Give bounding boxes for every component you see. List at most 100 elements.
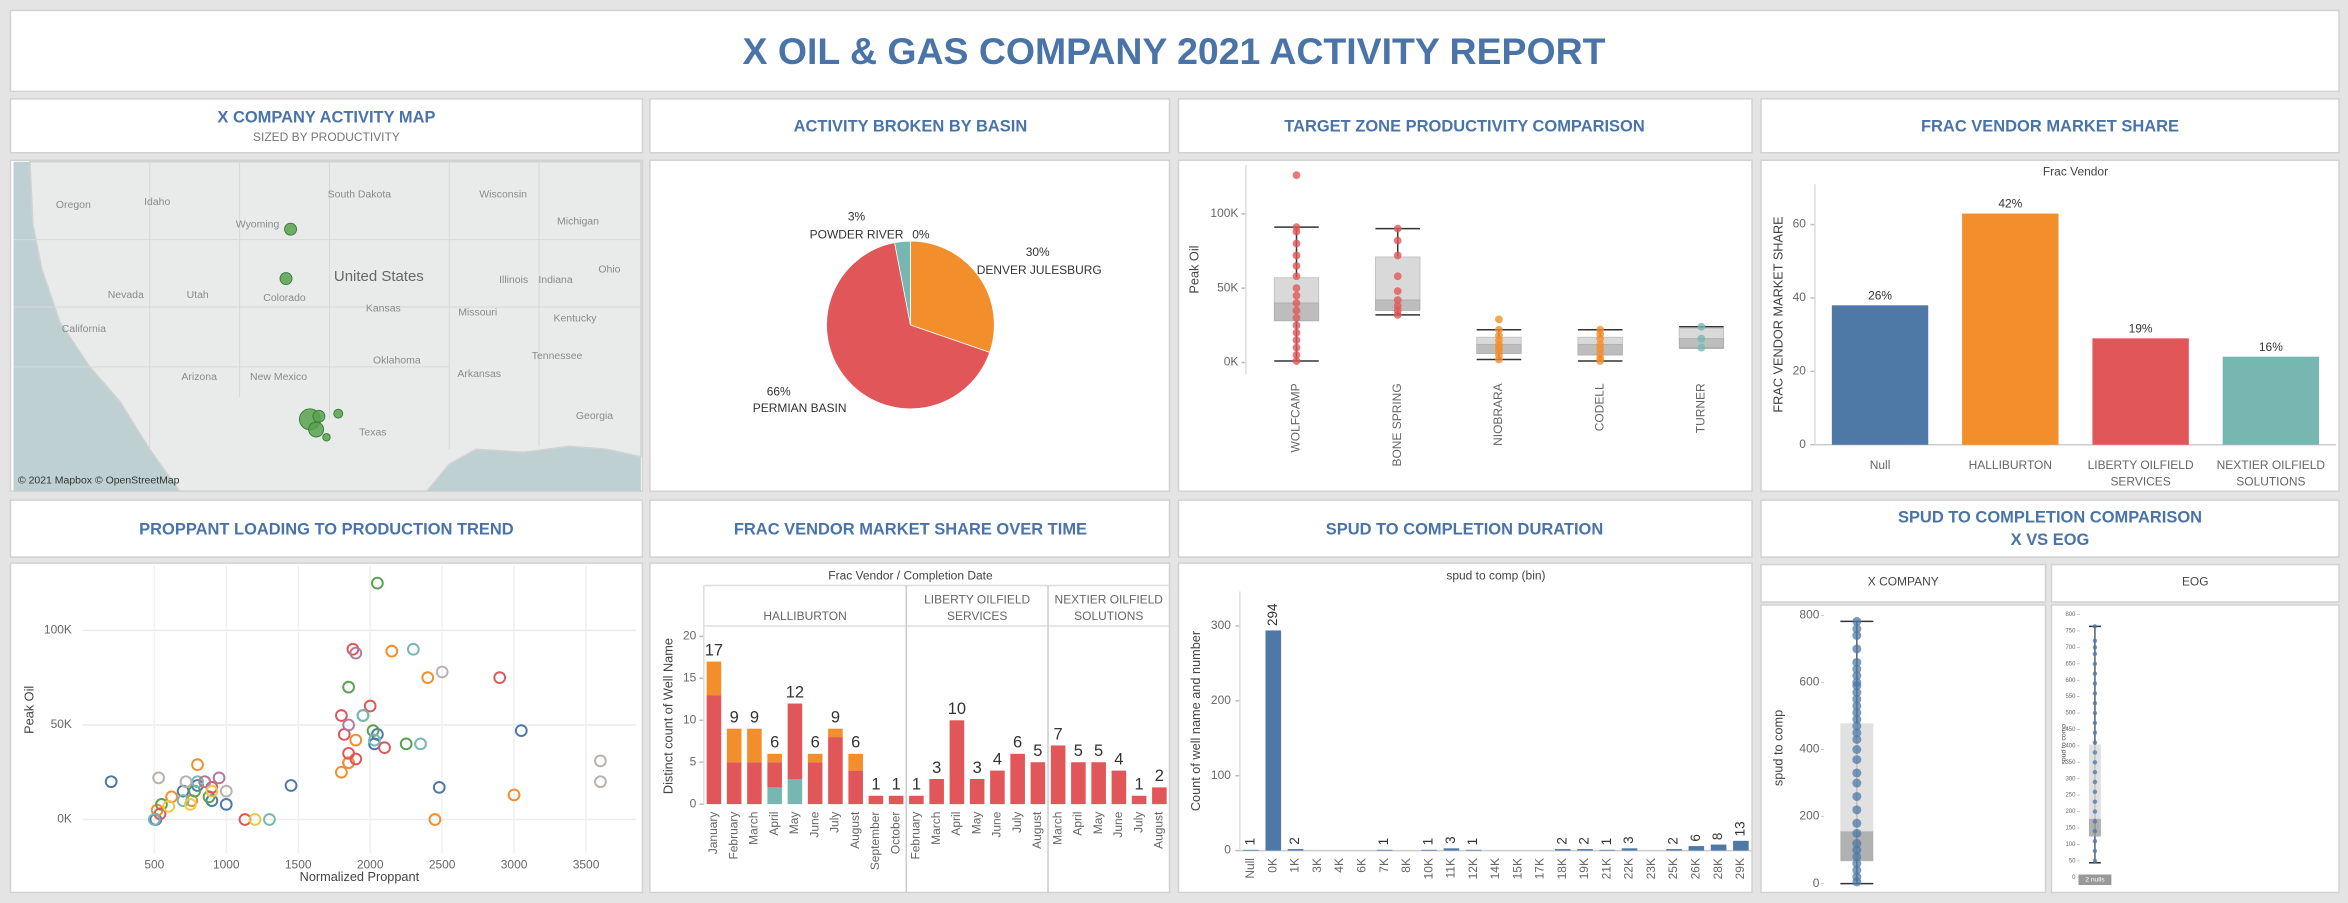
panel xyxy=(1760,563,2047,603)
point xyxy=(2092,789,2098,795)
subtitle: spud to comp (bin) xyxy=(1446,569,1545,583)
point xyxy=(1852,838,1862,848)
point xyxy=(1852,818,1862,828)
x-tick-label: 22K xyxy=(1622,858,1636,879)
y-tick-label: 800 xyxy=(2065,612,2076,618)
bar-label: 1 xyxy=(1599,838,1614,846)
bar-segment xyxy=(1010,753,1025,805)
bar-segment xyxy=(787,703,803,779)
x-tick-label: August xyxy=(1030,811,1044,849)
panel xyxy=(1177,98,1753,154)
point xyxy=(1596,334,1605,343)
map-point xyxy=(312,409,326,423)
point xyxy=(1852,631,1862,640)
point xyxy=(1292,284,1301,293)
point xyxy=(1596,357,1605,365)
bar-label: 2 xyxy=(1666,837,1681,845)
point xyxy=(2092,710,2098,716)
bar-label: 42% xyxy=(1998,197,2022,211)
point xyxy=(2092,858,2098,864)
y-tick-label: 0K xyxy=(1224,355,1239,369)
bar-segment xyxy=(807,753,823,763)
bar xyxy=(1577,849,1593,851)
point xyxy=(2092,769,2098,775)
bar xyxy=(1666,849,1682,851)
point xyxy=(342,718,355,732)
point xyxy=(514,724,528,737)
map-label: Wyoming xyxy=(236,219,280,230)
x-tick-label: 19K xyxy=(1577,858,1591,879)
y-tick-label: 350 xyxy=(2065,760,2076,766)
bar xyxy=(1621,848,1638,851)
y-tick-label: 150 xyxy=(2065,826,2076,832)
bar-segment xyxy=(1152,787,1167,805)
y-axis-title: spud to comp xyxy=(2060,724,2067,765)
point xyxy=(191,758,204,772)
x-tick-label: August xyxy=(848,811,862,849)
point xyxy=(1852,805,1862,815)
bar-total: 1 xyxy=(912,776,921,794)
point xyxy=(2092,720,2098,726)
point xyxy=(198,775,212,789)
bar-total: 12 xyxy=(786,683,804,701)
map-label: Nevada xyxy=(108,290,144,301)
map-label: Illinois xyxy=(499,275,528,286)
pie-category-label: DENVER JULESBURG xyxy=(977,263,1102,277)
point xyxy=(378,741,391,755)
point xyxy=(183,798,197,811)
point xyxy=(2092,779,2098,785)
bar-segment xyxy=(828,728,843,738)
map-label: Texas xyxy=(359,428,386,439)
bar xyxy=(1376,849,1393,851)
point xyxy=(1393,272,1402,281)
bar xyxy=(1265,630,1282,851)
x-tick-label: May xyxy=(1091,812,1105,835)
point xyxy=(1292,313,1301,322)
group-label: SERVICES xyxy=(947,609,1007,623)
y-tick-label: 50K xyxy=(1217,280,1238,294)
y-tick-label: 650 xyxy=(2065,661,2076,667)
point xyxy=(1852,616,1862,626)
x-tick-label: 23K xyxy=(1644,858,1658,879)
point xyxy=(1852,852,1862,862)
chart-title: ACTIVITY BROKEN BY BASIN xyxy=(794,118,1028,136)
x-tick-label: 26K xyxy=(1689,858,1703,879)
point xyxy=(414,737,427,751)
panel xyxy=(9,98,644,154)
pie-slice xyxy=(826,242,991,410)
point xyxy=(1852,624,1862,634)
y-tick-label: 600 xyxy=(2065,678,2076,684)
map-label: Colorado xyxy=(263,293,306,304)
bar xyxy=(1688,846,1705,851)
map-label: Arizona xyxy=(181,372,217,383)
point xyxy=(1852,708,1862,718)
y-tick-label: 500 xyxy=(2065,711,2076,717)
x-tick-label: 25K xyxy=(1666,858,1680,879)
y-tick-label: 15 xyxy=(683,671,697,685)
panel-label: EOG xyxy=(2182,575,2209,589)
map-label: United States xyxy=(334,268,424,285)
x-tick-label: 4K xyxy=(1332,858,1346,873)
bar-total: 4 xyxy=(1114,750,1123,768)
page-title: X OIL & GAS COMPANY 2021 ACTIVITY REPORT xyxy=(743,30,1606,72)
bar-label: 19% xyxy=(2129,322,2153,336)
point xyxy=(1697,343,1706,352)
point xyxy=(2092,700,2098,706)
point xyxy=(594,754,607,768)
map-land xyxy=(29,160,642,492)
chart-title: FRAC VENDOR MARKET SHARE xyxy=(1921,118,2179,136)
point xyxy=(356,709,370,722)
bar xyxy=(1962,213,2059,445)
point xyxy=(1292,227,1301,236)
y-axis-title: Count of well name and number xyxy=(1188,630,1203,811)
bar-total: 1 xyxy=(871,776,880,794)
bar-segment xyxy=(929,778,944,805)
point xyxy=(205,784,219,798)
point xyxy=(1852,721,1862,731)
bar-total: 6 xyxy=(811,734,820,752)
map-point xyxy=(322,433,331,442)
panel xyxy=(1177,159,1753,492)
bar-label: 6 xyxy=(1688,834,1703,842)
bar-segment xyxy=(868,795,884,805)
chart-title: SPUD TO COMPLETION COMPARISON xyxy=(1898,508,2202,526)
